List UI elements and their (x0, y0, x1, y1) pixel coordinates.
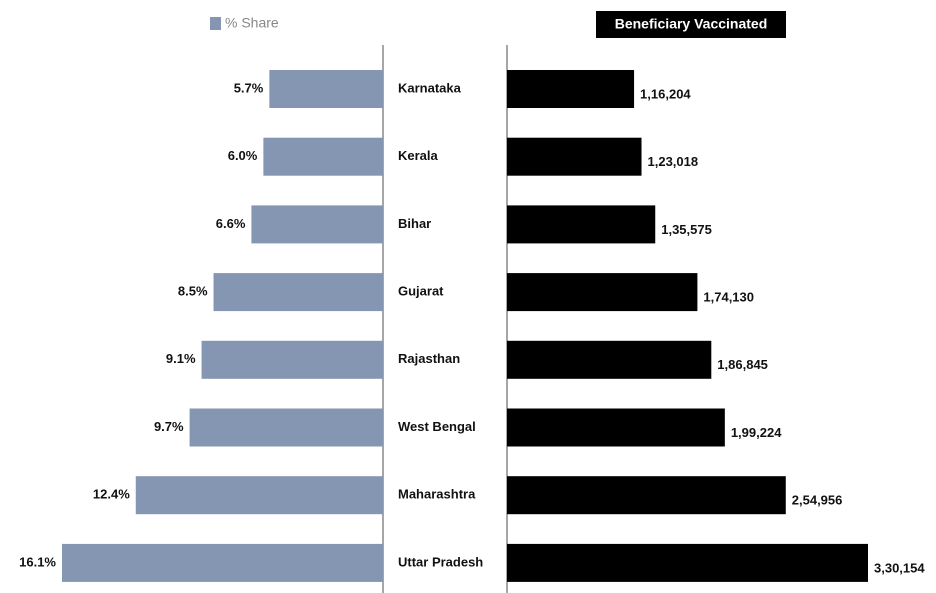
value-label: 1,16,204 (640, 86, 691, 101)
category-label: Rajasthan (398, 351, 460, 366)
value-label: 1,74,130 (703, 290, 754, 305)
legend-swatch (210, 17, 221, 30)
value-label: 3,30,154 (874, 560, 925, 575)
value-label: 9.1% (166, 351, 196, 366)
bar (507, 476, 786, 515)
value-label: 8.5% (178, 284, 208, 299)
bar (201, 340, 383, 379)
value-label: 5.7% (234, 80, 264, 95)
bar (507, 273, 698, 312)
value-label: 6.6% (216, 216, 246, 231)
value-label: 1,86,845 (717, 357, 768, 372)
value-label: 1,23,018 (648, 154, 699, 169)
value-label: 9.7% (154, 419, 184, 434)
value-label: 1,99,224 (731, 425, 782, 440)
value-label: 12.4% (93, 487, 130, 502)
value-label: 2,54,956 (792, 493, 843, 508)
category-label: West Bengal (398, 419, 476, 434)
bar (507, 543, 868, 582)
category-label: Maharashtra (398, 487, 476, 502)
bar (269, 70, 383, 108)
bar (507, 137, 642, 176)
category-label: Kerala (398, 148, 439, 163)
value-label: 16.1% (19, 554, 56, 569)
bar (62, 543, 383, 582)
legend-box (596, 11, 786, 38)
category-label: Uttar Pradesh (398, 554, 483, 569)
category-label: Gujarat (398, 284, 444, 299)
bar (251, 205, 383, 244)
legend-label: Beneficiary Vaccinated (615, 16, 768, 32)
category-label: Karnataka (398, 80, 462, 95)
bar (135, 476, 383, 515)
value-label: 1,35,575 (661, 222, 712, 237)
bar (507, 408, 725, 447)
bar (507, 340, 712, 379)
category-label: Bihar (398, 216, 431, 231)
bar (507, 205, 656, 244)
value-label: 6.0% (228, 148, 258, 163)
bar (213, 273, 383, 312)
legend-label: % Share (225, 15, 279, 31)
bar (263, 137, 383, 176)
bar (189, 408, 383, 447)
bar (507, 70, 635, 108)
